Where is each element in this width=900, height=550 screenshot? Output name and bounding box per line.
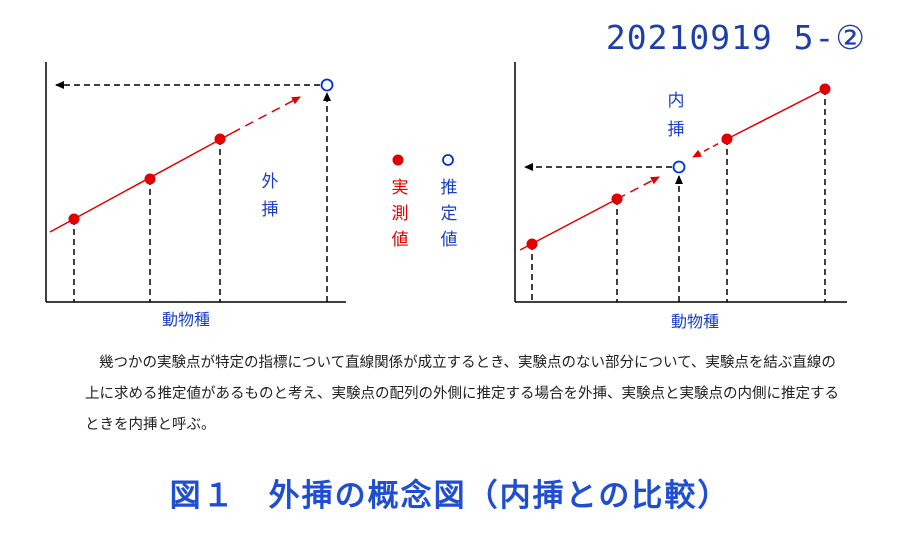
figure-caption: 図１ 外挿の概念図（内挿との比較） <box>169 478 731 514</box>
legend-measured-marker <box>392 154 404 166</box>
left-fit-extension <box>231 96 301 134</box>
right-measured-point-5 <box>819 83 831 95</box>
right-measured-point-4 <box>721 133 733 145</box>
left-measured-point-3 <box>214 133 226 145</box>
legend-estimated-char-1: 推 <box>441 178 458 198</box>
right-fit-dash-lower <box>616 176 660 200</box>
right-x-axis-label: 動物種 <box>671 312 719 331</box>
interpolation-panel: 内 挿 動物種 <box>514 62 847 331</box>
left-fit-line <box>49 132 233 233</box>
legend: 実 測 値 推 定 値 <box>392 154 458 250</box>
legend-estimated-char-3: 値 <box>441 230 458 250</box>
right-fit-line-upper <box>726 88 826 140</box>
legend-measured-char-3: 値 <box>392 230 409 250</box>
right-annotation-char-2: 挿 <box>668 120 685 140</box>
legend-measured-char-1: 実 <box>392 178 409 198</box>
left-annotation-char-1: 外 <box>262 172 279 192</box>
right-measured-point-1 <box>526 238 538 250</box>
legend-estimated-char-2: 定 <box>441 204 458 224</box>
left-estimated-point <box>320 78 334 92</box>
right-measured-point-2 <box>611 193 623 205</box>
right-estimated-point <box>672 160 686 174</box>
concept-diagram: 外 挿 動物種 実 測 値 推 定 値 <box>45 62 847 331</box>
extrapolation-panel: 外 挿 動物種 <box>45 62 346 329</box>
legend-measured-char-2: 測 <box>392 204 409 224</box>
right-annotation-char-1: 内 <box>668 91 685 111</box>
description-text: 幾つかの実験点が特定の指標について直線関係が成立するとき、実験点のない部分につい… <box>85 355 839 433</box>
document-id: 20210919 5-② <box>605 18 866 57</box>
right-fit-dash-upper <box>692 138 728 158</box>
left-x-axis-label: 動物種 <box>162 310 210 329</box>
left-annotation-char-2: 挿 <box>262 200 279 220</box>
left-measured-point-1 <box>68 213 80 225</box>
left-measured-point-2 <box>144 173 156 185</box>
legend-estimated-marker <box>442 154 454 166</box>
